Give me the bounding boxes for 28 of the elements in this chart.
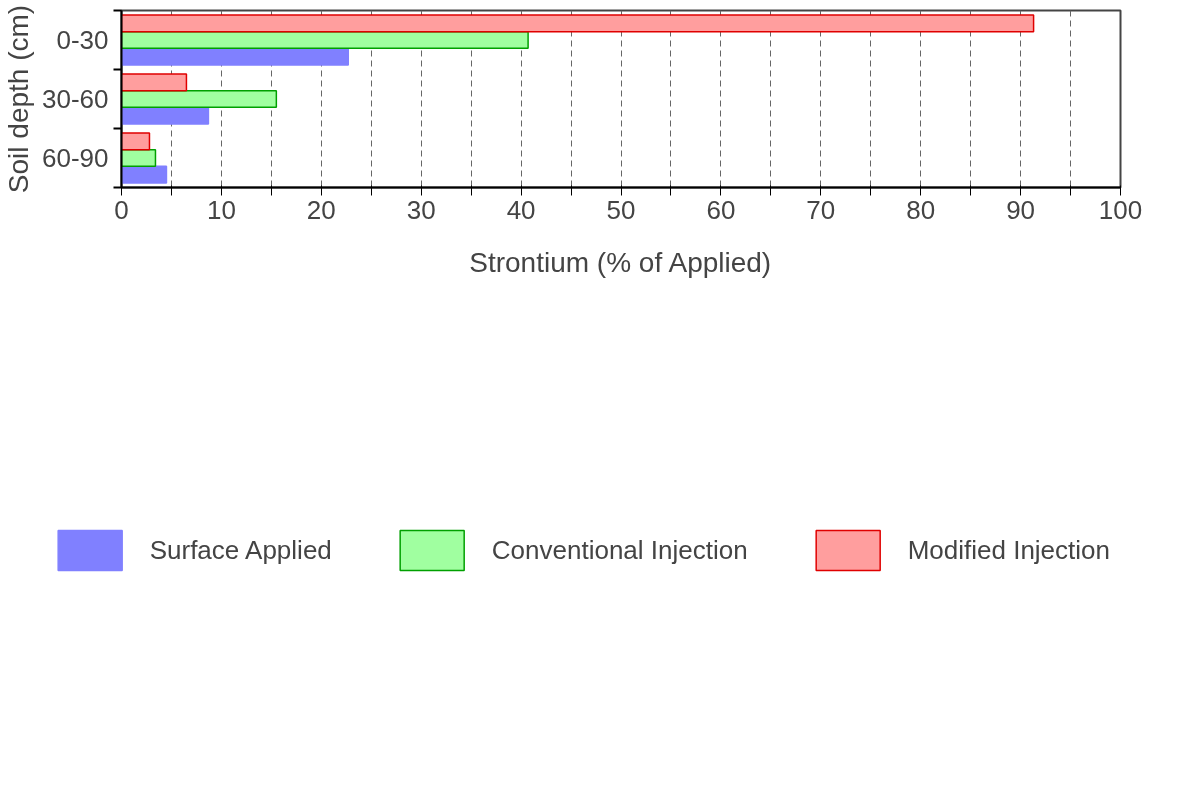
legend-label: Modified Injection — [907, 534, 1110, 566]
x-tick-label: 0 — [114, 194, 129, 225]
bar — [121, 73, 188, 92]
bar — [121, 30, 529, 50]
bar — [121, 132, 151, 151]
x-axis-title: Strontium (% of Applied) — [469, 246, 772, 278]
legend-label: Conventional Injection — [491, 534, 748, 566]
x-tick-label: 70 — [806, 194, 836, 225]
x-tick-label: 20 — [306, 194, 336, 225]
bar — [121, 148, 157, 168]
y-tick-label: 30-60 — [42, 84, 109, 114]
y-axis-title: Soil depth (cm) — [3, 4, 34, 194]
y-tick-label: 60-90 — [42, 143, 109, 173]
y-tick-label: 0-30 — [56, 25, 109, 55]
bar — [121, 89, 278, 109]
x-tick-label: 60 — [706, 194, 736, 225]
x-tick-label: 10 — [206, 194, 236, 225]
x-tick-label: 50 — [606, 194, 636, 225]
x-tick-label: 40 — [506, 194, 536, 225]
legend-label: Surface Applied — [149, 534, 332, 566]
x-tick-label: 30 — [406, 194, 436, 225]
bar — [121, 165, 168, 184]
bar — [121, 106, 210, 125]
x-tick-label: 90 — [1006, 194, 1036, 225]
bar — [121, 14, 1035, 33]
bar — [121, 47, 350, 66]
x-tick-label: 100 — [1098, 194, 1143, 225]
x-tick-label: 80 — [906, 194, 936, 225]
